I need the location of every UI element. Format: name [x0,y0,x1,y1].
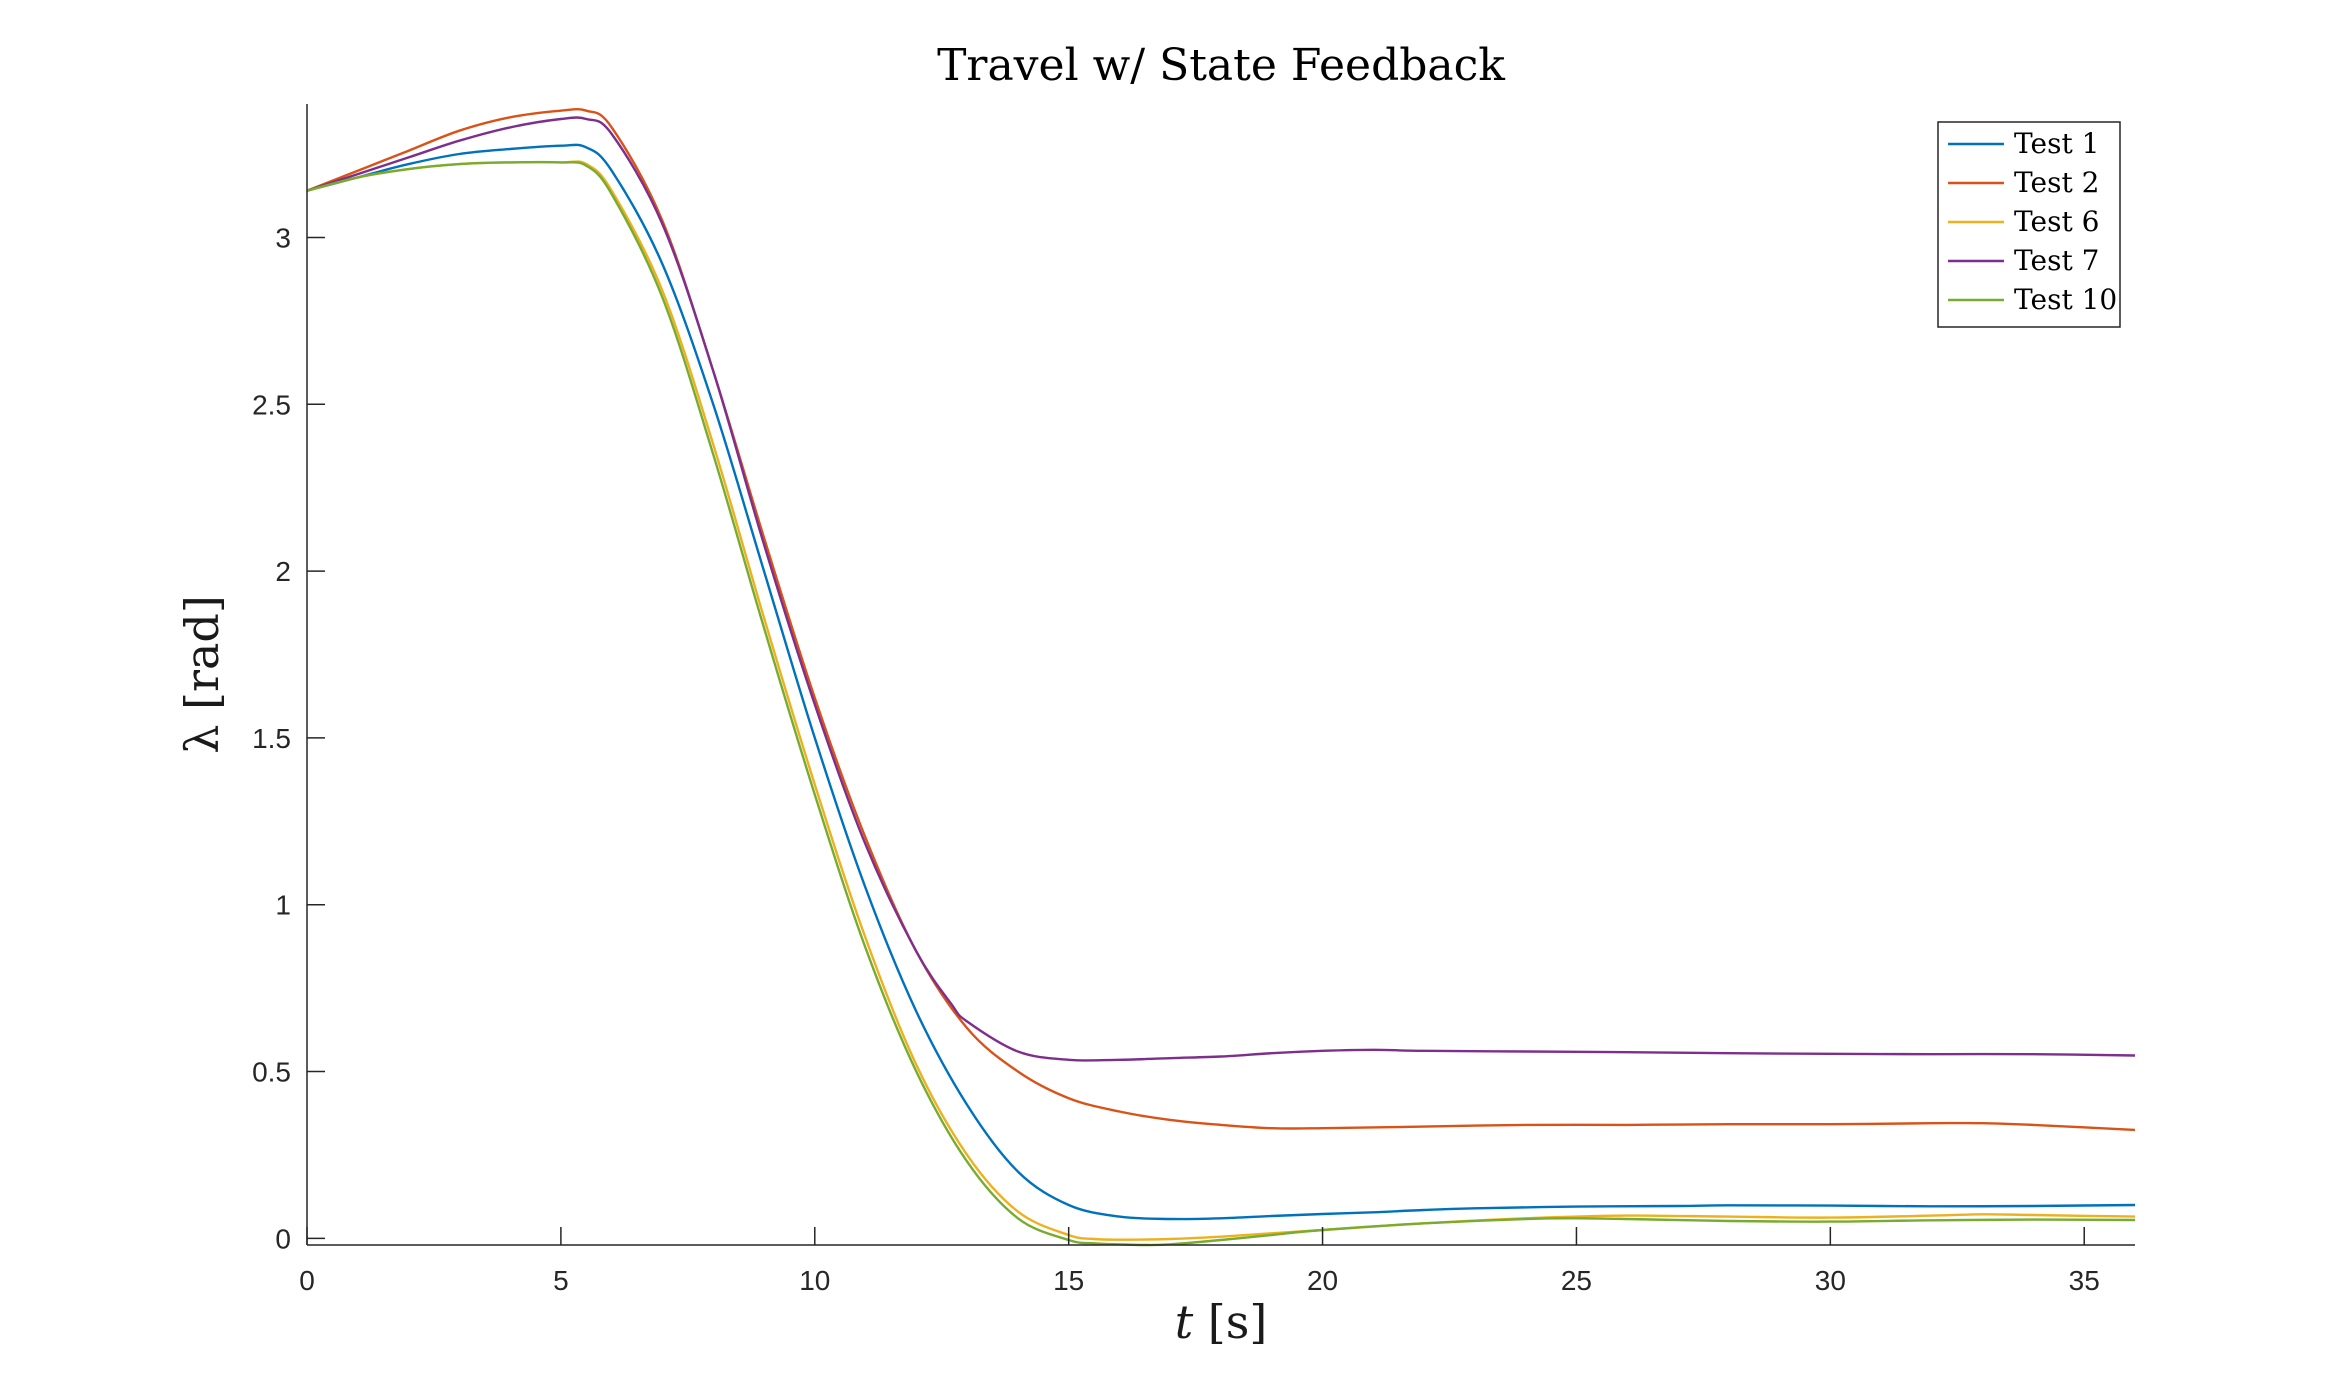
legend-label-test-7: Test 7 [2014,244,2099,277]
y-tick-label: 1 [275,890,291,921]
series-line-test-6 [306,160,2136,1241]
x-axis-label-unit: [s] [1208,1295,1268,1349]
x-tick-label: 5 [553,1265,569,1296]
x-tick-label: 0 [299,1265,315,1296]
x-tick-label: 15 [1053,1265,1084,1296]
plot-area: 0 5 10 15 20 25 30 35 0 0.5 1 1.5 2 2.5 3 [252,104,2136,1296]
y-tick-label: 2 [275,556,291,587]
y-tick-label: 3 [275,222,291,253]
x-tick-label: 30 [1815,1265,1846,1296]
legend-box [1937,121,2121,328]
chart-title: Travel w/ State Feedback [937,40,1505,91]
x-axis-label: t [s] [1175,1295,1268,1349]
legend-label-test-6: Test 6 [2014,205,2099,238]
y-tick-label: 1.5 [252,723,291,754]
y-tick-label: 0.5 [252,1057,291,1088]
legend-label-test-2: Test 2 [2014,166,2099,199]
legend-label-test-10: Test 10 [2014,283,2117,316]
x-tick-label: 10 [799,1265,830,1296]
y-axis-label: λ [rad] [175,595,229,754]
legend: Test 1 Test 2 Test 6 Test 7 Test 10 [1937,121,2121,328]
x-axis-label-variable: t [1175,1295,1208,1349]
x-tick-label: 25 [1561,1265,1592,1296]
y-tick-label: 0 [275,1223,291,1254]
y-tick-label: 2.5 [252,389,291,420]
legend-label-test-1: Test 1 [2014,127,2099,160]
axes [306,104,2135,1246]
y-axis-ticks: 0 0.5 1 1.5 2 2.5 3 [252,222,325,1254]
x-tick-label: 20 [1307,1265,1338,1296]
series-line-test-1 [306,143,2136,1221]
series-line-test-7 [306,116,2136,1062]
x-tick-label: 35 [2069,1265,2100,1296]
series-lines [306,107,2136,1247]
series-line-test-2 [306,107,2136,1132]
series-line-test-10 [306,160,2136,1247]
x-axis-ticks: 0 5 10 15 20 25 30 35 [299,1227,2100,1296]
